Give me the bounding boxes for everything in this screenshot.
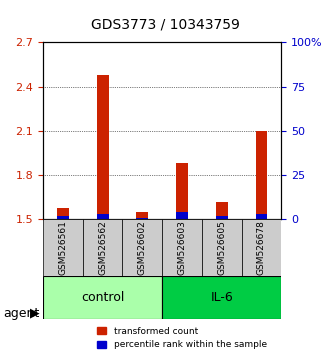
FancyBboxPatch shape (83, 219, 122, 276)
Bar (97, 214, 109, 219)
Bar (216, 202, 228, 219)
Text: GSM526561: GSM526561 (58, 220, 68, 275)
Bar (57, 216, 69, 219)
FancyBboxPatch shape (43, 219, 83, 276)
Bar (176, 212, 188, 219)
Text: GSM526678: GSM526678 (257, 220, 266, 275)
Text: ▶: ▶ (30, 307, 39, 320)
Text: GSM526562: GSM526562 (98, 221, 107, 275)
Bar (136, 212, 148, 219)
Text: control: control (81, 291, 124, 304)
Text: agent: agent (3, 307, 40, 320)
FancyBboxPatch shape (43, 276, 162, 319)
Text: GSM526603: GSM526603 (177, 220, 187, 275)
Text: GSM526602: GSM526602 (138, 221, 147, 275)
Bar (256, 214, 267, 219)
FancyBboxPatch shape (202, 219, 242, 276)
FancyBboxPatch shape (162, 276, 281, 319)
Text: GSM526605: GSM526605 (217, 220, 226, 275)
Text: GDS3773 / 10343759: GDS3773 / 10343759 (91, 18, 240, 32)
Legend: transformed count, percentile rank within the sample: transformed count, percentile rank withi… (94, 323, 270, 353)
Bar (97, 75, 109, 219)
Bar (57, 208, 69, 219)
Bar (176, 164, 188, 219)
FancyBboxPatch shape (242, 219, 281, 276)
Bar (136, 218, 148, 219)
Bar (216, 216, 228, 219)
Bar (256, 131, 267, 219)
FancyBboxPatch shape (162, 219, 202, 276)
Text: IL-6: IL-6 (211, 291, 233, 304)
FancyBboxPatch shape (122, 219, 162, 276)
